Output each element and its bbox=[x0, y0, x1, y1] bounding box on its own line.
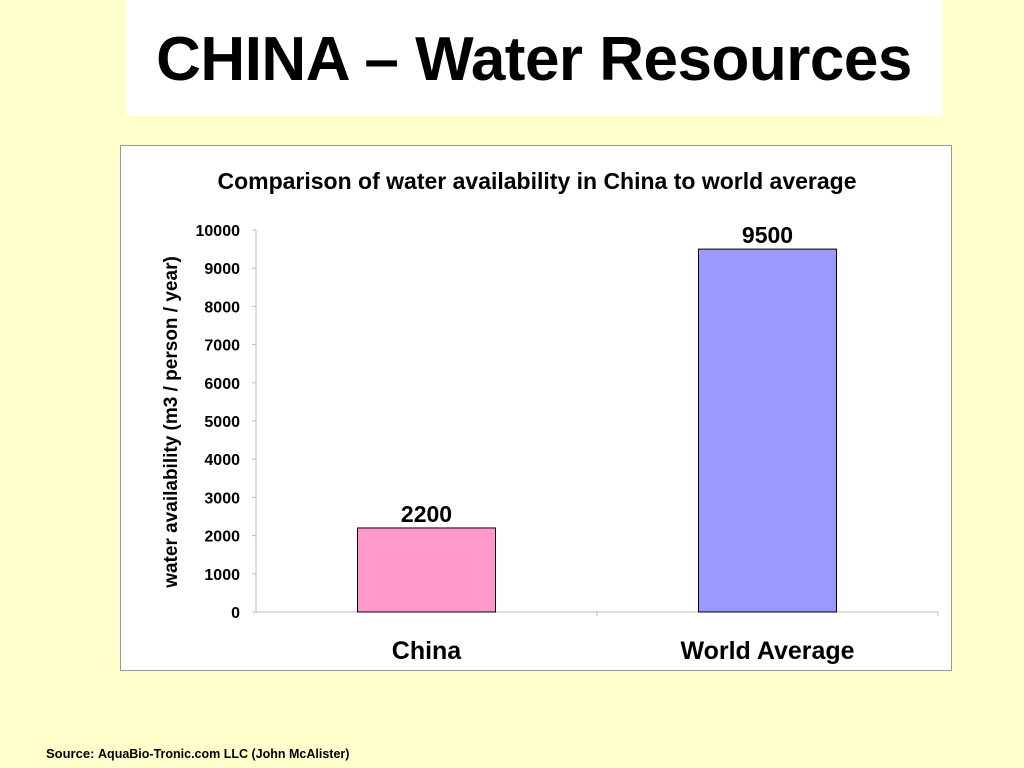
title-box: CHINA – Water Resources bbox=[126, 0, 942, 116]
chart-panel: Comparison of water availability in Chin… bbox=[120, 145, 952, 671]
y-tick-label: 8000 bbox=[204, 299, 240, 316]
source-label: Source: bbox=[46, 746, 95, 761]
y-tick-label: 4000 bbox=[204, 452, 240, 469]
y-tick-label: 1000 bbox=[204, 567, 240, 584]
x-tick-label: China bbox=[392, 637, 463, 665]
y-tick-label: 2000 bbox=[204, 529, 240, 546]
y-tick-label: 3000 bbox=[204, 490, 240, 507]
bar-china bbox=[357, 527, 496, 613]
x-tick-label: World Average bbox=[680, 637, 854, 665]
bar-chart: Comparison of water availability in Chin… bbox=[161, 168, 939, 665]
source-line: Source: AquaBio-Tronic.com LLC (John McA… bbox=[46, 746, 349, 761]
y-tick-label: 6000 bbox=[204, 376, 240, 393]
bar-world-average bbox=[698, 248, 837, 613]
data-label: 2200 bbox=[401, 501, 452, 527]
y-tick-label: 7000 bbox=[204, 338, 240, 355]
source-text: AquaBio-Tronic.com LLC (John McAlister) bbox=[98, 747, 350, 761]
y-tick-label: 10000 bbox=[196, 223, 241, 240]
y-tick-label: 5000 bbox=[204, 414, 240, 431]
y-tick-label: 0 bbox=[231, 605, 240, 622]
data-label: 9500 bbox=[742, 222, 793, 248]
slide-title: CHINA – Water Resources bbox=[156, 25, 912, 94]
y-axis-label: water availability (m3 / person / year) bbox=[161, 256, 182, 589]
chart-title: Comparison of water availability in Chin… bbox=[217, 168, 856, 194]
y-tick-label: 9000 bbox=[204, 261, 240, 278]
